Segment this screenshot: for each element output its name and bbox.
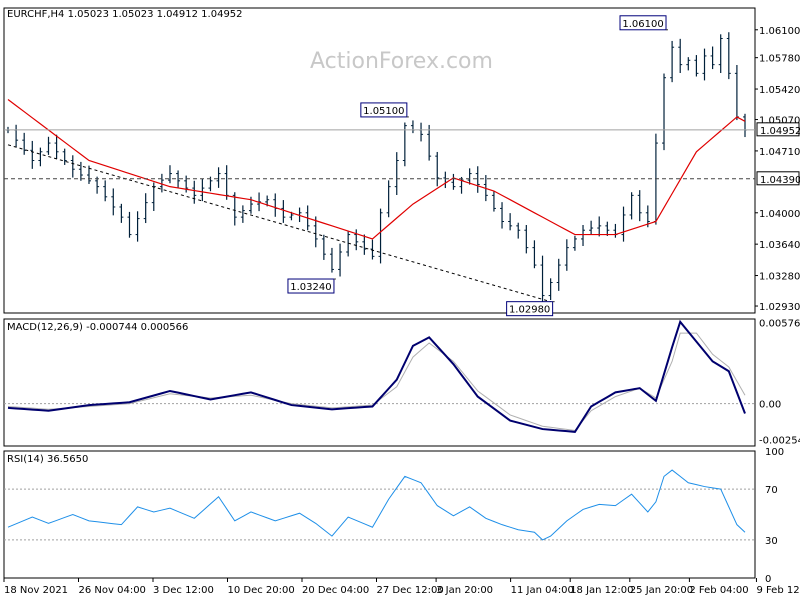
rsi-tick-label: 30 [765, 536, 778, 547]
rsi-line [7, 469, 746, 541]
price-tick-label: 1.03280 [759, 272, 800, 283]
rsi-tick-label: 0 [765, 574, 771, 585]
price-annotation-label: 1.05100 [363, 106, 404, 117]
x-tick-label: 11 Jan 04:00 [511, 585, 574, 596]
price-annotation-box [360, 102, 408, 118]
macd-panel-frame [3, 318, 756, 447]
last-price-tag-box [756, 122, 800, 137]
rsi-tick-label: 70 [765, 485, 778, 496]
level-price-tag-box [756, 171, 800, 186]
last-price-tag: 1.04952 [760, 126, 800, 137]
x-tick-label: 18 Jan 12:00 [570, 585, 633, 596]
moving-average-line [7, 99, 746, 240]
rsi-label: RSI(14) 36.5650 [7, 454, 88, 465]
price-annotation-label: 1.03240 [290, 282, 331, 293]
price-tick-label: 1.05070 [759, 116, 800, 127]
trendline [7, 144, 551, 303]
macd-tick-label: -0.002546 [759, 436, 800, 447]
x-tick-label: 20 Dec 04:00 [302, 585, 369, 596]
price-annotation-label: 1.06100 [622, 19, 663, 30]
price-tick-label: 1.05780 [759, 54, 800, 65]
price-annotation-box [506, 301, 554, 317]
x-tick-label: 26 Nov 04:00 [79, 585, 146, 596]
macd-line [7, 319, 746, 433]
price-annotation-label: 1.02980 [509, 305, 550, 316]
x-tick-label: 25 Jan 20:00 [630, 585, 693, 596]
price-tick-label: 1.03640 [759, 240, 800, 251]
x-tick-label: 2 Feb 04:00 [689, 585, 748, 596]
macd-label: MACD(12,26,9) -0.000744 0.000566 [7, 322, 188, 333]
rsi-panel-frame [3, 450, 756, 579]
macd-tick-label: 0.005761 [759, 318, 800, 329]
rsi-tick-label: 100 [765, 447, 784, 458]
price-annotation-box [287, 278, 335, 294]
x-tick-label: 9 Feb 12:00 [756, 585, 800, 596]
price-tick-label: 1.05420 [759, 85, 800, 96]
macd-tick-label: 0.00 [759, 400, 781, 411]
price-panel-frame [3, 7, 756, 314]
x-tick-label: 10 Dec 20:00 [228, 585, 295, 596]
level-price-tag: 1.04390 [760, 175, 800, 186]
macd-signal-line [7, 332, 746, 432]
x-tick-label: 3 Dec 12:00 [153, 585, 214, 596]
price-tick-label: 1.04710 [759, 147, 800, 158]
x-tick-label: 18 Nov 2021 [4, 585, 68, 596]
x-tick-label: 3 Jan 20:00 [436, 585, 493, 596]
x-tick-label: 27 Dec 12:00 [377, 585, 444, 596]
watermark: ActionForex.com [310, 49, 493, 74]
price-tick-label: 1.04000 [759, 209, 800, 220]
symbol-header: EURCHF,H4 1.05023 1.05023 1.04912 1.0495… [7, 9, 243, 20]
price-tick-label: 1.02930 [759, 302, 800, 313]
price-tick-label: 1.06100 [759, 26, 800, 37]
price-annotation-box [619, 15, 667, 31]
